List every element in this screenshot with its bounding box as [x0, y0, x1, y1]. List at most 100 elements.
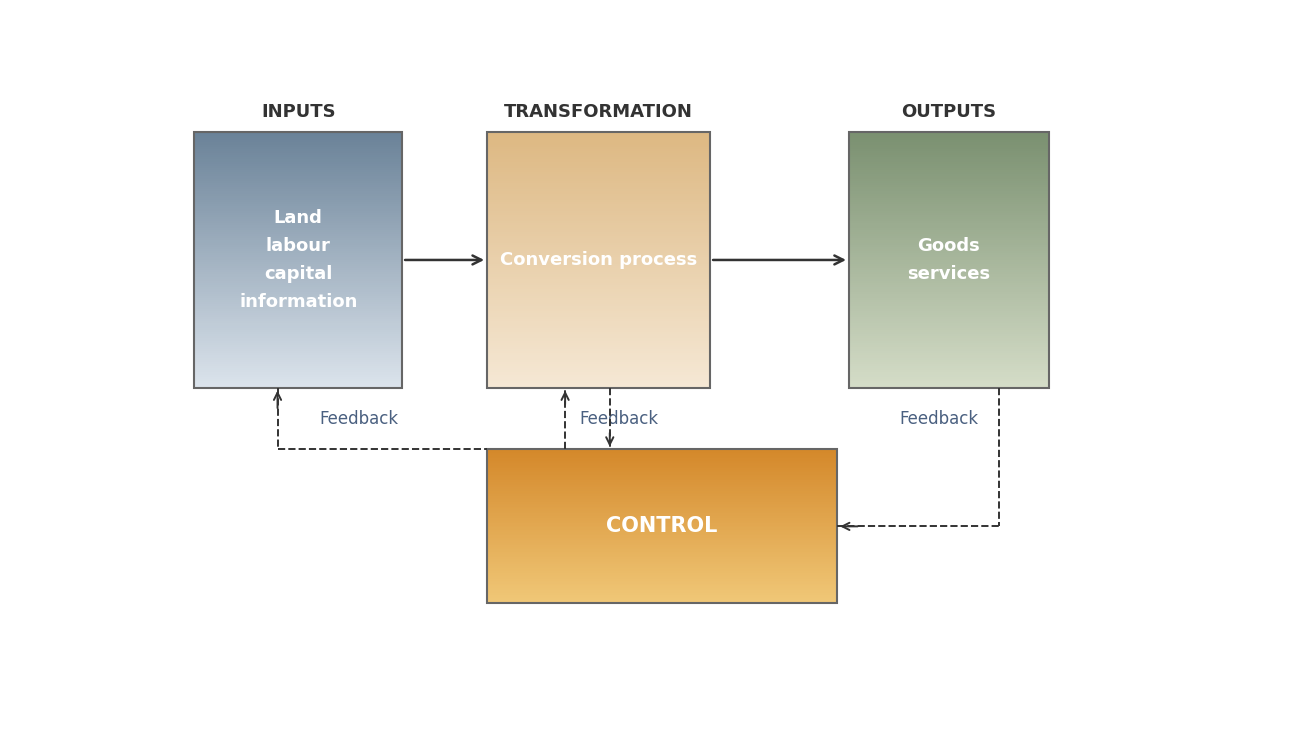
Bar — [487, 456, 838, 459]
Bar — [487, 525, 838, 526]
Bar — [487, 236, 710, 238]
Bar — [487, 375, 710, 377]
Bar — [850, 379, 1049, 381]
Bar — [194, 292, 402, 294]
Bar — [850, 187, 1049, 190]
Bar — [850, 356, 1049, 358]
Bar — [487, 598, 838, 599]
Bar — [487, 579, 838, 580]
Bar — [194, 328, 402, 330]
Bar — [487, 552, 838, 553]
Bar — [487, 499, 838, 501]
Bar — [487, 569, 838, 570]
Bar — [487, 468, 838, 470]
Bar — [487, 490, 838, 492]
Bar — [487, 576, 838, 577]
Text: Feedback: Feedback — [320, 410, 399, 428]
Bar — [487, 574, 838, 575]
Bar — [487, 319, 710, 321]
Bar — [850, 168, 1049, 171]
Bar — [487, 531, 838, 533]
Bar — [487, 176, 710, 179]
Bar — [487, 230, 710, 233]
Bar — [850, 160, 1049, 162]
Bar — [487, 227, 710, 230]
Bar — [194, 281, 402, 284]
Bar — [487, 174, 710, 177]
Bar — [487, 292, 710, 294]
Bar — [487, 142, 710, 145]
Bar — [487, 539, 838, 540]
Bar — [194, 266, 402, 268]
Bar — [487, 601, 838, 602]
Bar — [194, 311, 402, 313]
Bar — [487, 192, 710, 194]
Bar — [487, 160, 710, 162]
Bar — [487, 364, 710, 367]
Bar — [487, 585, 838, 587]
Bar — [194, 326, 402, 328]
Bar — [487, 526, 838, 528]
Bar — [850, 136, 1049, 139]
Bar — [194, 181, 402, 183]
Bar — [487, 298, 710, 300]
Bar — [487, 523, 838, 525]
Bar — [850, 332, 1049, 335]
Bar — [487, 456, 838, 457]
Bar — [487, 574, 838, 577]
Bar — [487, 357, 710, 360]
Bar — [194, 155, 402, 157]
Bar — [850, 174, 1049, 177]
Bar — [850, 238, 1049, 241]
Bar — [487, 453, 838, 454]
Bar — [194, 147, 402, 149]
Bar — [194, 306, 402, 309]
Bar — [487, 537, 838, 539]
Bar — [194, 381, 402, 383]
Bar — [194, 324, 402, 326]
Bar — [850, 300, 1049, 303]
Bar — [487, 215, 710, 217]
Bar — [850, 289, 1049, 292]
Bar — [487, 170, 710, 173]
Bar — [487, 296, 710, 298]
Bar — [487, 262, 710, 264]
Bar — [487, 153, 710, 155]
Bar — [487, 187, 710, 190]
Bar — [194, 340, 402, 343]
Bar — [487, 283, 710, 286]
Bar — [194, 364, 402, 367]
Bar — [487, 208, 710, 211]
Bar — [194, 356, 402, 358]
Bar — [487, 478, 838, 480]
Bar — [194, 241, 402, 243]
Bar — [487, 164, 710, 166]
Bar — [487, 581, 838, 583]
Bar — [850, 373, 1049, 375]
Text: Feedback: Feedback — [899, 410, 978, 428]
Bar — [487, 356, 710, 358]
Bar — [194, 377, 402, 379]
Bar — [487, 564, 838, 565]
Bar — [487, 542, 838, 545]
Bar — [850, 230, 1049, 233]
Bar — [487, 504, 838, 506]
Bar — [194, 373, 402, 375]
Bar — [487, 198, 710, 200]
Bar — [487, 571, 838, 572]
Bar — [487, 139, 710, 141]
Bar — [850, 204, 1049, 207]
Bar — [487, 529, 838, 530]
Bar — [487, 303, 710, 305]
Bar — [487, 349, 710, 351]
Bar — [487, 275, 710, 277]
Bar — [850, 165, 1049, 168]
Bar — [487, 253, 710, 256]
Bar — [194, 193, 402, 196]
Bar — [487, 223, 710, 226]
Bar — [487, 324, 710, 326]
Bar — [194, 139, 402, 141]
Bar — [194, 225, 402, 228]
Bar — [850, 321, 1049, 324]
Bar — [194, 187, 402, 190]
